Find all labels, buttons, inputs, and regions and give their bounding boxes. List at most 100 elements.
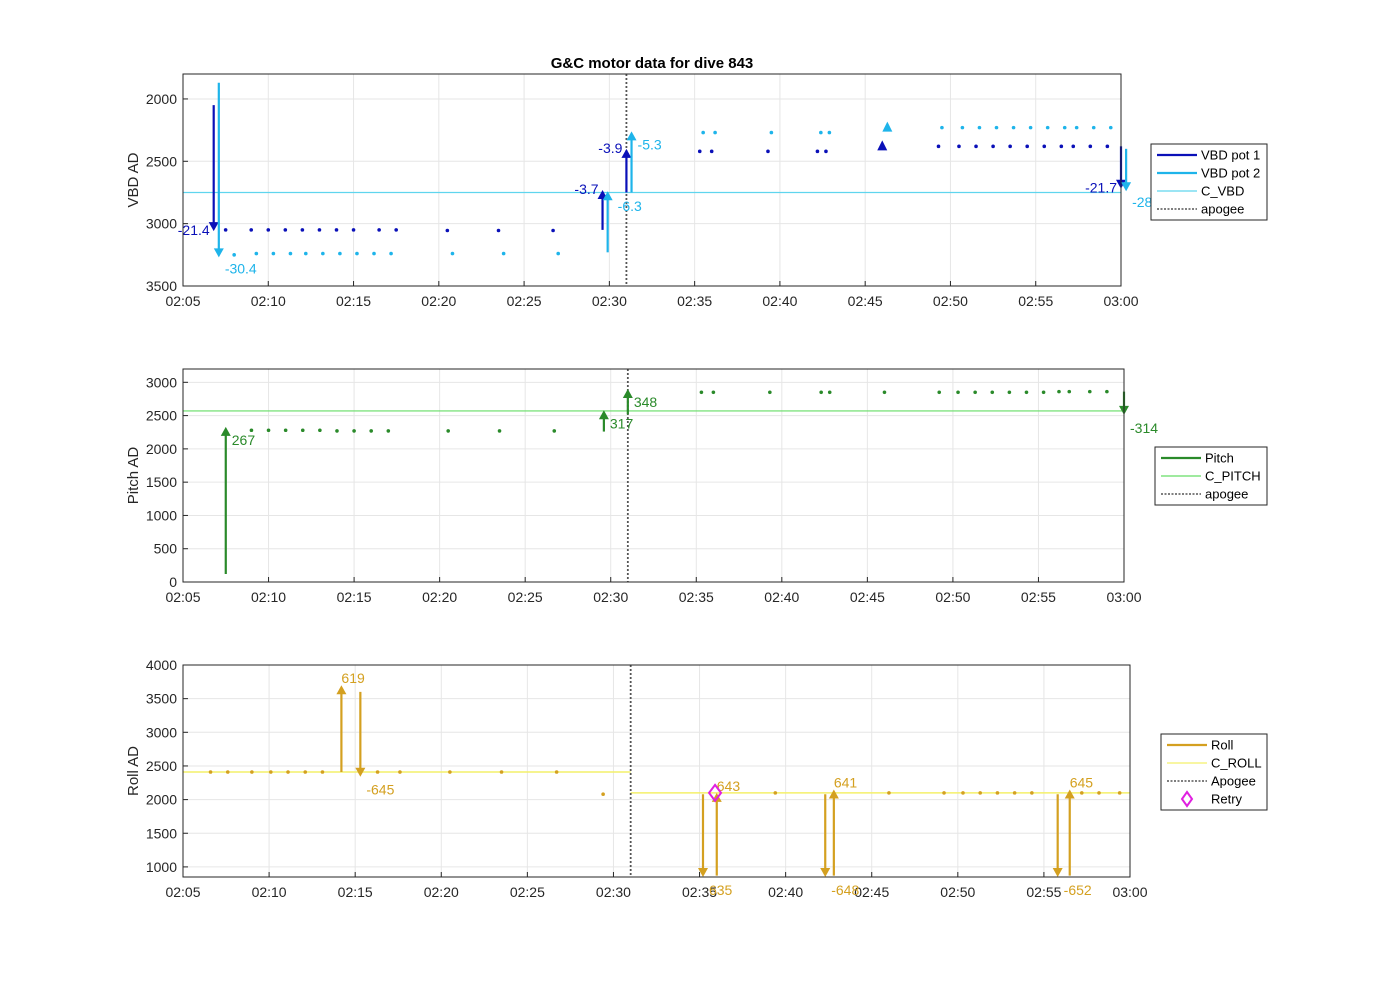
roll-y-tick-label: 4000 xyxy=(146,657,177,673)
roll-data-point xyxy=(554,770,559,774)
roll-data-point xyxy=(1030,791,1034,795)
vbd-data-point xyxy=(815,149,820,154)
pitch-x-tick-label: 02:55 xyxy=(1021,589,1056,605)
pitch-x-tick-label: 02:35 xyxy=(679,589,714,605)
vbd-move-arrowhead xyxy=(1121,182,1132,192)
pitch-move-arrowhead xyxy=(220,426,231,436)
vbd-x-tick-label: 02:35 xyxy=(677,293,712,309)
vbd-data-point xyxy=(1062,125,1067,130)
pitch-data-point xyxy=(699,390,704,395)
vbd-panel: 02:05 02:10 02:15 02:20 02:25 02:30 02:35 02:40… xyxy=(125,73,1268,309)
pitch-y-tick-label: 1000 xyxy=(146,507,177,523)
legend-label: Apogee xyxy=(1211,774,1256,789)
roll-data-point xyxy=(1012,791,1017,795)
vbd-data-point xyxy=(957,144,961,149)
roll-x-tick-label: 02:10 xyxy=(252,884,287,900)
vbd-data-point xyxy=(1074,125,1079,130)
roll-move-label: -652 xyxy=(1064,882,1092,898)
pitch-plot-area xyxy=(183,369,1124,582)
vbd-data-point xyxy=(994,125,999,130)
vbd-data-point xyxy=(1071,144,1076,149)
vbd-data-point xyxy=(445,228,450,233)
legend-label: C_VBD xyxy=(1201,184,1244,199)
legend-label: C_PITCH xyxy=(1205,469,1261,484)
vbd-data-point xyxy=(317,228,322,232)
vbd-data-point xyxy=(288,251,293,256)
roll-x-tick-label: 02:50 xyxy=(940,884,975,900)
roll-data-point xyxy=(225,770,230,774)
vbd-x-tick-label: 02:20 xyxy=(421,293,456,309)
vbd-x-tick-label: 02:45 xyxy=(848,293,883,309)
pitch-x-tick-label: 02:30 xyxy=(593,589,628,605)
vbd-move-arrowhead xyxy=(208,222,219,232)
pitch-data-point xyxy=(827,390,832,395)
roll-move-label: -645 xyxy=(366,782,394,798)
roll-move-arrowhead xyxy=(1064,789,1075,799)
roll-data-point xyxy=(448,770,452,774)
pitch-data-point xyxy=(497,429,502,433)
legend-label: VBD pot 1 xyxy=(1201,148,1260,163)
pitch-move-label: 317 xyxy=(610,415,634,431)
vbd-data-point xyxy=(766,149,770,154)
roll-data-point xyxy=(1097,791,1101,795)
vbd-move-label: -6.3 xyxy=(618,198,642,214)
legend-label: apogee xyxy=(1205,487,1248,502)
pitch-y-tick-label: 1500 xyxy=(146,474,177,490)
roll-move-label: -648 xyxy=(831,882,859,898)
legend-label: Retry xyxy=(1211,792,1243,807)
roll-data-point xyxy=(961,791,965,795)
pitch-data-point xyxy=(369,429,374,433)
legend-label: apogee xyxy=(1201,202,1244,217)
vbd-data-point xyxy=(300,228,305,232)
roll-legend: Roll C_ROLL Apogee Retry xyxy=(1160,733,1268,811)
roll-data-point xyxy=(773,791,778,795)
roll-y-axis-label: Roll AD xyxy=(125,746,142,796)
pitch-y-tick-label: 500 xyxy=(154,541,178,557)
vbd-y-tick-label: 2500 xyxy=(146,153,177,169)
roll-data-point xyxy=(978,791,983,795)
roll-panel: 02:05 02:10 02:15 02:20 02:25 02:30 02:35 02:40… xyxy=(125,657,1268,900)
pitch-data-point xyxy=(1105,389,1109,394)
pitch-move-arrowhead xyxy=(598,410,609,420)
vbd-data-point xyxy=(701,130,705,135)
chart-title: G&C motor data for dive 843 xyxy=(551,55,754,72)
roll-data-point xyxy=(995,791,1000,795)
roll-y-tick-label: 2500 xyxy=(146,758,177,774)
pitch-data-point xyxy=(1041,390,1046,395)
roll-move-label: 635 xyxy=(709,882,733,898)
vbd-data-point xyxy=(321,251,325,256)
pitch-data-point xyxy=(990,390,995,395)
roll-x-tick-label: 02:20 xyxy=(424,884,459,900)
vbd-data-point xyxy=(827,130,832,135)
vbd-data-point xyxy=(266,228,271,232)
pitch-data-point xyxy=(300,428,305,433)
vbd-move-label: -21.4 xyxy=(178,222,210,238)
vbd-x-tick-label: 02:30 xyxy=(592,293,627,309)
roll-move-label: 643 xyxy=(717,778,741,794)
vbd-data-point xyxy=(501,251,506,256)
pitch-data-point xyxy=(956,390,960,395)
roll-move-arrowhead xyxy=(1052,868,1063,877)
pitch-data-point xyxy=(819,390,823,395)
pitch-x-tick-label: 02:50 xyxy=(935,589,970,605)
pitch-data-point xyxy=(711,390,716,395)
vbd-data-point xyxy=(1028,125,1033,130)
vbd-triangle-marker xyxy=(877,140,888,151)
vbd-data-point xyxy=(223,228,228,232)
vbd-data-point xyxy=(713,130,717,135)
roll-data-point xyxy=(942,791,946,795)
roll-data-point xyxy=(208,770,213,774)
retry-marker xyxy=(707,783,723,803)
roll-data-point xyxy=(250,770,254,774)
vbd-data-point xyxy=(303,251,308,256)
pitch-data-point xyxy=(318,428,322,433)
vbd-data-point xyxy=(551,228,555,233)
roll-data-point xyxy=(303,770,308,774)
roll-move-arrowhead xyxy=(336,685,347,695)
vbd-data-point xyxy=(351,228,356,232)
roll-axes-frame xyxy=(182,664,1131,878)
vbd-data-point xyxy=(254,251,259,256)
vbd-legend-box xyxy=(1150,143,1268,221)
vbd-data-point xyxy=(283,228,288,232)
